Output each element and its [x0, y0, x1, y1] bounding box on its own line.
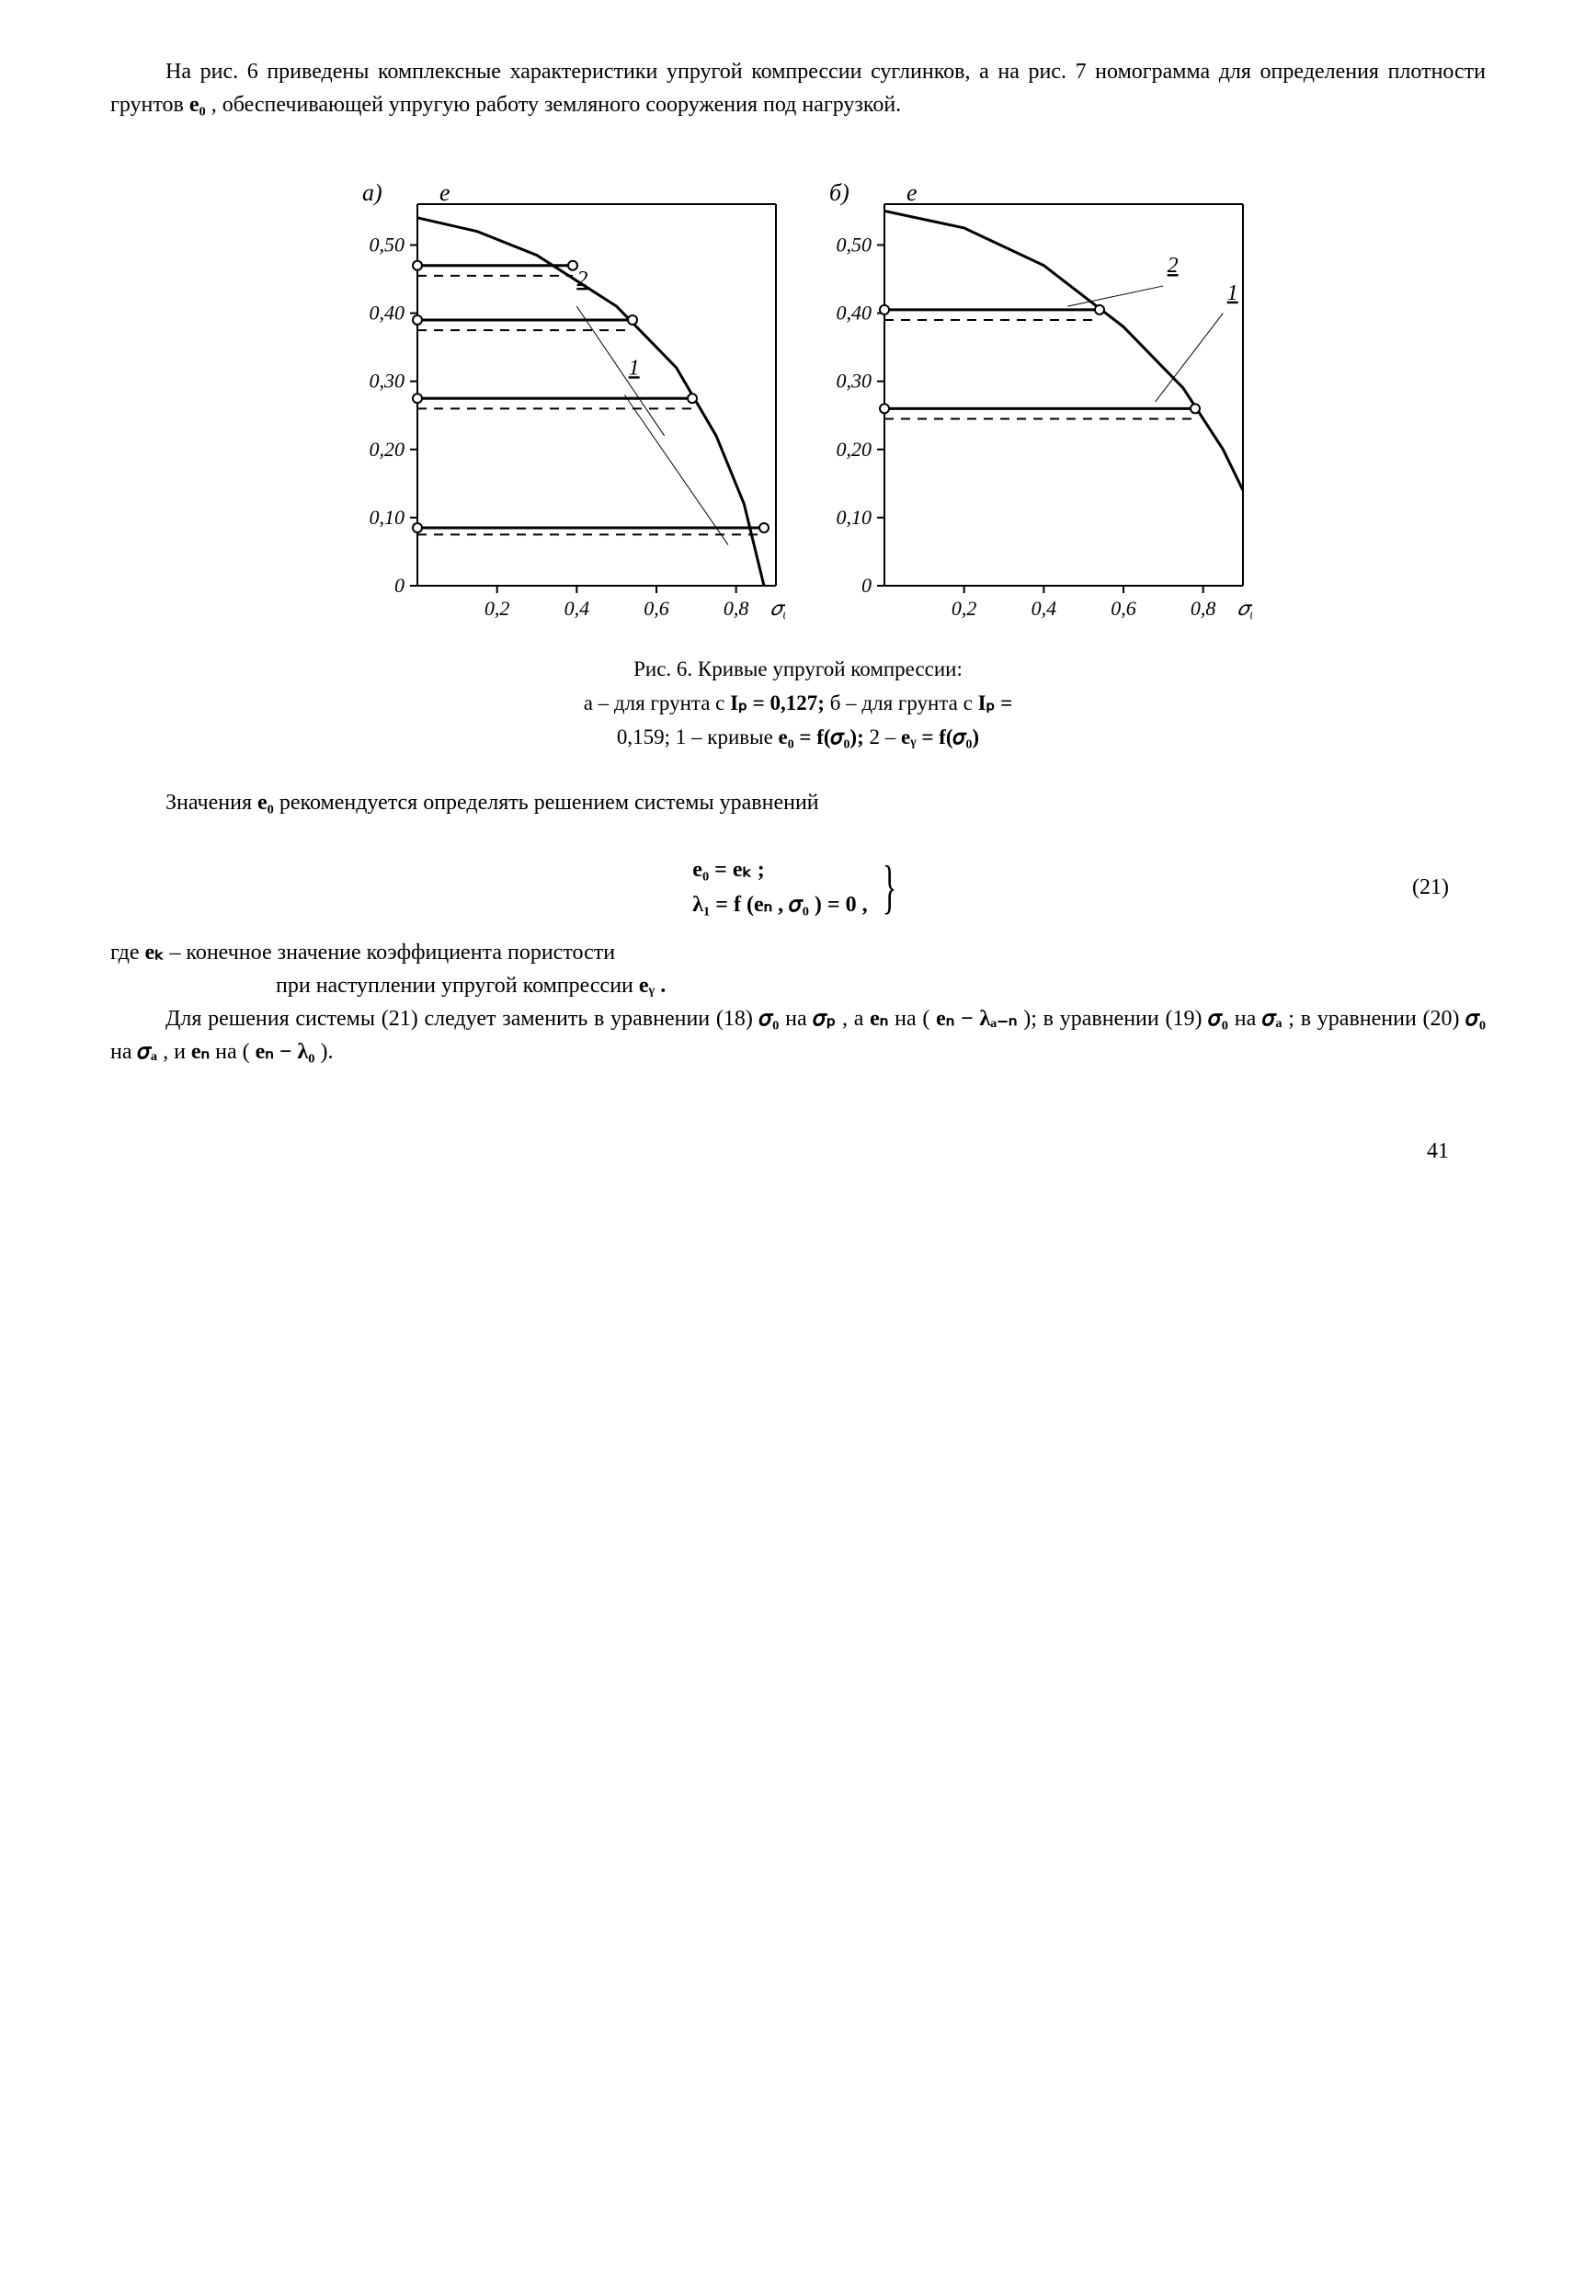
svg-text:0,30: 0,30: [837, 370, 872, 393]
svg-text:0: 0: [394, 574, 405, 597]
chart-b: 0,2 0,4 0,6 0,8 0 0,10 0,20 0,30 0,40 0,50 б) e 𝜎₀, …: [811, 177, 1252, 636]
svg-text:б): б): [829, 179, 849, 206]
svg-text:0,40: 0,40: [837, 302, 872, 325]
p3-s2: 𝜎ₚ: [813, 1007, 836, 1031]
p3-a: , а: [842, 1007, 870, 1031]
p3-s6: 𝜎ₐ: [138, 1040, 158, 1064]
svg-text:e: e: [439, 179, 450, 206]
caption-eq2: eᵧ = f(𝜎₀): [901, 725, 979, 748]
caption-a: а – для грунта с: [584, 691, 730, 714]
svg-text:𝜎₀, МПа: 𝜎₀, МПа: [770, 597, 785, 620]
paragraph-2: Значения e₀ рекомендуется определять реш…: [110, 786, 1486, 819]
p3-na1: на: [785, 1007, 813, 1031]
where-t1: – конечное значение коэффициента пористо…: [169, 941, 615, 965]
svg-text:0,6: 0,6: [1111, 597, 1136, 620]
para1-text2: , обеспечивающей упру­гую работу земляно…: [211, 93, 901, 117]
svg-text:0,10: 0,10: [837, 506, 872, 529]
caption-eq1: e₀ = f(𝜎₀);: [779, 725, 870, 748]
svg-text:0,50: 0,50: [370, 233, 405, 256]
where-t2: при наступлении упругой компрессии: [276, 974, 639, 998]
para2-e0: e₀: [257, 791, 274, 815]
chart-a: 0,2 0,4 0,6 0,8 0 0,10 0,20 0,30 0,40 0,50 а) e 𝜎₀, …: [344, 177, 785, 636]
svg-text:0,6: 0,6: [644, 597, 669, 620]
svg-text:0,30: 0,30: [370, 370, 405, 393]
svg-text:0,40: 0,40: [370, 302, 405, 325]
where-eu: eᵧ .: [639, 974, 666, 998]
p3-1: Для решения системы (21) следует заменит…: [165, 1007, 759, 1031]
p3-comma: , и: [163, 1040, 191, 1064]
svg-text:0,20: 0,20: [370, 438, 405, 461]
p3-c1: ); в урав­нении (19): [1023, 1007, 1208, 1031]
p3-s3: 𝜎₀: [1208, 1007, 1228, 1031]
where-line1: где eₖ – конечное значение коэффициента …: [110, 936, 1486, 969]
paragraph-1: На рис. 6 приведены комплексные характер…: [110, 55, 1486, 121]
svg-text:1: 1: [1227, 281, 1238, 305]
svg-text:0,10: 0,10: [370, 506, 405, 529]
paragraph-3: Для решения системы (21) следует заменит…: [110, 1002, 1486, 1068]
svg-text:0: 0: [861, 574, 872, 597]
svg-text:0,8: 0,8: [724, 597, 749, 620]
eq21-line1: e₀ = eₖ ;: [692, 852, 867, 887]
p3-na5: на (: [215, 1040, 256, 1064]
para1-e0: e₀: [189, 93, 206, 117]
svg-text:0,20: 0,20: [837, 438, 872, 461]
para2-t2: рекомендуется определять решением сис­те…: [279, 791, 819, 815]
p3-en2: eₙ: [191, 1040, 210, 1064]
svg-text:1: 1: [629, 356, 640, 380]
p3-s1: 𝜎₀: [759, 1007, 780, 1031]
chart-a-wrapper: 0,2 0,4 0,6 0,8 0 0,10 0,20 0,30 0,40 0,50 а) e 𝜎₀, …: [344, 177, 785, 636]
p3-na2: на (: [895, 1007, 936, 1031]
caption-b: б – для грунта с: [830, 691, 978, 714]
p3-en: eₙ: [870, 1007, 888, 1031]
caption-line2: а – для грунта с Iₚ = 0,127; б – для гру…: [384, 687, 1212, 721]
svg-text:0,4: 0,4: [564, 597, 590, 620]
eq21-number: (21): [1412, 871, 1449, 904]
svg-text:2: 2: [576, 268, 587, 291]
svg-text:𝜎₀, МПа: 𝜎₀, МПа: [1237, 597, 1252, 620]
para2-t1: Значения: [165, 791, 257, 815]
figure-6-caption: Рис. 6. Кривые упругой компрессии: а – д…: [384, 653, 1212, 754]
caption-ip2: Iₚ =: [978, 691, 1013, 714]
svg-text:2: 2: [1168, 254, 1179, 278]
p3-expr1: eₙ − λₐ₋ₙ: [936, 1007, 1017, 1031]
p3-na3: на: [1235, 1007, 1262, 1031]
where-label: где: [110, 941, 145, 965]
p3-na4: на: [110, 1040, 138, 1064]
svg-text:0,2: 0,2: [952, 597, 977, 620]
svg-text:0,8: 0,8: [1191, 597, 1216, 620]
p3-s5: 𝜎₀: [1465, 1007, 1486, 1031]
svg-text:а): а): [362, 179, 382, 206]
chart-b-wrapper: 0,2 0,4 0,6 0,8 0 0,10 0,20 0,30 0,40 0,50 б) e 𝜎₀, …: [811, 177, 1252, 636]
where-line2: при наступлении упругой компрессии eᵧ .: [276, 969, 1486, 1002]
caption-ip1: Iₚ = 0,127;: [730, 691, 830, 714]
p3-semi: ; в уравнении (20): [1288, 1007, 1465, 1031]
caption-line3: 0,159; 1 – кривые e₀ = f(𝜎₀); 2 – eᵧ = f…: [384, 721, 1212, 755]
p3-c2: ).: [321, 1040, 334, 1064]
caption-l3a: 0,159; 1 – кривые: [617, 725, 779, 748]
p3-s4: 𝜎ₐ: [1262, 1007, 1282, 1031]
caption-line1: Рис. 6. Кривые упругой компрессии:: [384, 653, 1212, 687]
equation-21: e₀ = eₖ ; λ₁ = f (eₙ , 𝜎₀ ) = 0 , } (21): [110, 852, 1486, 923]
page-number: 41: [110, 1135, 1486, 1168]
equation-21-content: e₀ = eₖ ; λ₁ = f (eₙ , 𝜎₀ ) = 0 , }: [692, 852, 903, 923]
where-block: где eₖ – конечное значение коэффициента …: [110, 936, 1486, 1002]
svg-text:0,4: 0,4: [1032, 597, 1057, 620]
where-ek: eₖ: [145, 941, 165, 965]
svg-text:0,2: 0,2: [484, 597, 510, 620]
svg-text:0,50: 0,50: [837, 233, 872, 256]
eq21-line2: λ₁ = f (eₙ , 𝜎₀ ) = 0 ,: [692, 887, 867, 922]
p3-expr2: eₙ − λ₀: [256, 1040, 315, 1064]
svg-text:e: e: [906, 179, 918, 206]
figure-6: 0,20,40,60,800,100,200,300,400,50а)e𝜎₀, …: [110, 177, 1486, 636]
eq21-brace: }: [882, 861, 896, 914]
caption-2: 2 –: [869, 725, 901, 748]
